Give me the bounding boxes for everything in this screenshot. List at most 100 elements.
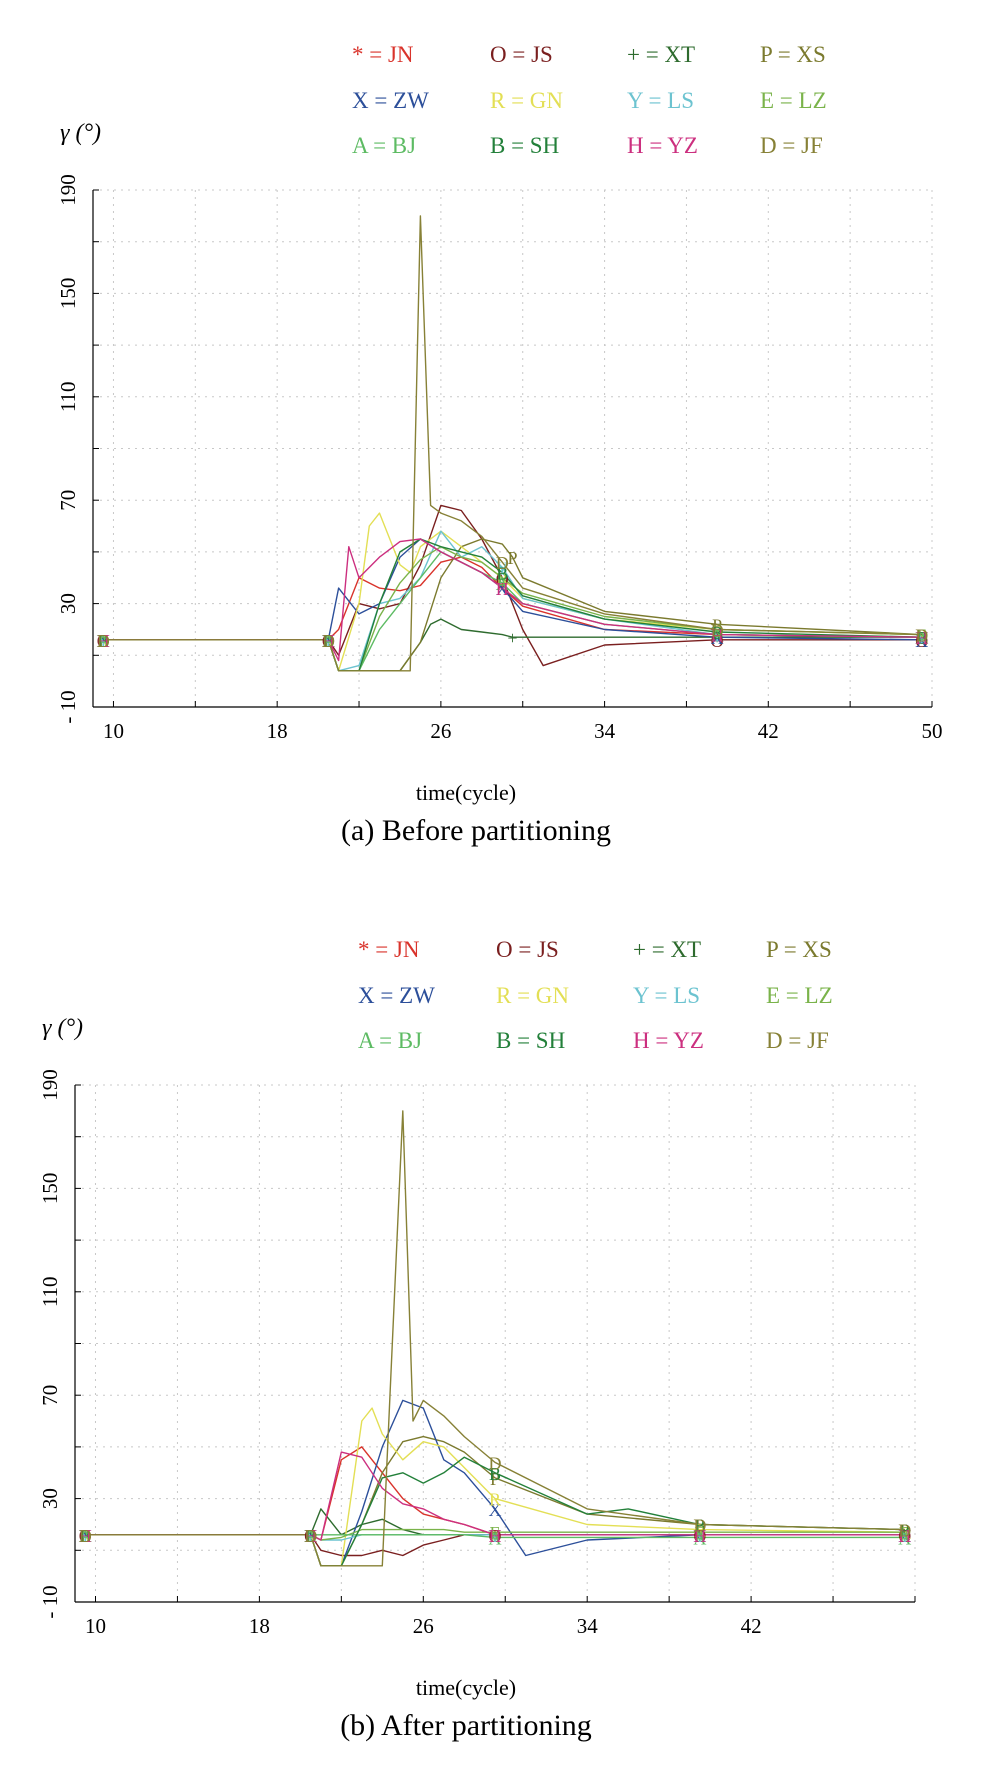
series-marker: + [917, 628, 927, 648]
series-marker: R [79, 1526, 91, 1546]
series-marker: H [693, 1526, 706, 1546]
y-tick-label: - 10 [38, 1585, 62, 1618]
legend-entry: Y = LS [633, 983, 700, 1008]
series-marker: * [917, 628, 926, 648]
series-marker: X [915, 631, 928, 651]
chart-after-partitioning: * = JN O = JS + = XT P = XS X = ZW R = GN Y = … [38, 937, 916, 1742]
y-tick-label: 150 [56, 278, 80, 310]
series-marker: P [98, 631, 108, 651]
chart-panel-before: * = JN O = JS + = XT P = XS X = ZW R = GN Y = … [0, 0, 987, 880]
series-marker: + [490, 1526, 500, 1546]
series-marker: A [693, 1528, 706, 1548]
series-marker: P [323, 631, 333, 651]
y-axis-label: γ (°) [42, 1015, 83, 1041]
series-marker: D [898, 1521, 911, 1541]
series-marker: X [496, 579, 509, 599]
series-marker: O [304, 1526, 317, 1546]
tick-labels: 10 18 26 34 42 190 150 110 70 30 - 10 [38, 1069, 762, 1638]
series-marker: X [97, 631, 110, 651]
x-tick-label: 50 [922, 719, 943, 743]
series-marker: H [489, 1526, 502, 1546]
series-marker: O [915, 631, 928, 651]
y-tick-label: - 10 [56, 690, 80, 723]
series-marker: E [80, 1526, 91, 1546]
legend-entry: X = ZW [358, 983, 435, 1008]
legend-entry: X = ZW [352, 88, 429, 113]
series-marker: * [900, 1526, 909, 1546]
series-marker: Y [489, 1526, 502, 1546]
series-marker: D [693, 1515, 706, 1535]
series-marker: Y [898, 1526, 911, 1546]
series-marker: * [99, 631, 108, 651]
legend-entry: * = JN [352, 42, 414, 67]
series-marker: R [322, 631, 334, 651]
series-marker: B [489, 1464, 501, 1484]
x-tick-label: 42 [741, 1614, 762, 1638]
legend-entry: R = GN [496, 983, 569, 1008]
series-marker: B [711, 623, 723, 643]
series-marker: X [304, 1526, 317, 1546]
x-tick-label: 18 [249, 1614, 270, 1638]
series-marker: E [323, 631, 334, 651]
series-line [85, 1534, 905, 1539]
series-marker: Y [304, 1526, 317, 1546]
y-tick-label: 190 [38, 1069, 62, 1101]
x-tick-label: 10 [85, 1614, 106, 1638]
series-marker: Y [496, 558, 509, 578]
legend-entry: D = JF [766, 1028, 829, 1053]
series-line [103, 551, 922, 672]
legend-entry: E = LZ [760, 88, 827, 113]
series-marker: Y [915, 628, 928, 648]
legend-entry: P = XS [760, 42, 826, 67]
series-marker: * [695, 1526, 704, 1546]
series-marker: P [900, 1521, 910, 1541]
series-marker: O [496, 569, 509, 589]
axes [92, 189, 933, 708]
chart-before-partitioning: * = JN O = JS + = XT P = XS X = ZW R = GN Y = … [56, 42, 943, 847]
series-marker: P [306, 1526, 316, 1546]
series-marker: D [322, 631, 335, 651]
legend-entry: * = JN [358, 937, 420, 962]
series-marker: O [79, 1526, 92, 1546]
series-marker: * [713, 626, 722, 646]
y-tick-label: 70 [38, 1385, 62, 1406]
series-marker: * [491, 1526, 500, 1546]
series-marker: E [694, 1523, 705, 1543]
series-marker: E [916, 626, 927, 646]
series-line [103, 504, 922, 667]
x-axis-label: time(cycle) [416, 1675, 516, 1700]
series-marker: P [507, 548, 517, 568]
legend-entry: O = JS [490, 42, 553, 67]
series-marker: R [899, 1523, 911, 1543]
series-marker: + [507, 628, 517, 648]
series-marker: + [98, 631, 108, 651]
series-marker: + [712, 628, 722, 648]
series-marker: X [898, 1526, 911, 1546]
series-marker: E [98, 631, 109, 651]
series-marker: P [917, 626, 927, 646]
series-marker: O [489, 1526, 502, 1546]
series-marker: + [306, 1526, 316, 1546]
y-tick-label: 70 [56, 490, 80, 511]
series-marker: B [899, 1521, 911, 1541]
series-marker: B [305, 1526, 317, 1546]
series-marker: Y [693, 1526, 706, 1546]
series-line [103, 215, 922, 672]
series-marker: D [711, 620, 724, 640]
legend-entry: D = JF [760, 133, 823, 158]
x-tick-label: 26 [430, 719, 451, 743]
series-marker: H [711, 626, 724, 646]
series-marker: A [79, 1526, 92, 1546]
series-marker: B [322, 631, 334, 651]
series-marker: D [496, 553, 509, 573]
series-marker: P [80, 1526, 90, 1546]
series-marker: A [915, 628, 928, 648]
series-marker: X [322, 631, 335, 651]
axes [74, 1084, 916, 1603]
legend-entry: P = XS [766, 937, 832, 962]
series-line [103, 556, 922, 641]
series-marker: A [322, 631, 335, 651]
series-marker: X [711, 628, 724, 648]
